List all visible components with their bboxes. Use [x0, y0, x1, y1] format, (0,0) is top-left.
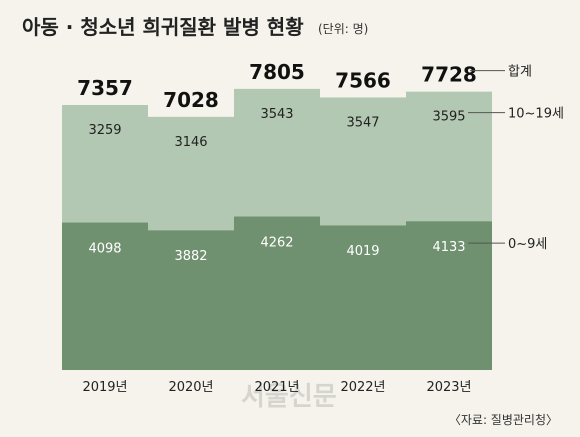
value-label-0-9-2: 4262 [260, 235, 293, 250]
bar-10-19-4 [406, 91, 492, 222]
value-label-10-19-1: 3146 [174, 135, 207, 150]
source-note: 〈자료: 질병관리청〉 [449, 413, 558, 427]
legend-total-label: 합계 [508, 65, 532, 80]
total-label-0: 7357 [77, 76, 133, 100]
legend: 합계 10~19세 0~9세 [468, 65, 564, 252]
value-label-10-19-2: 3543 [260, 107, 293, 122]
x-tick-label-3: 2022년 [340, 380, 385, 395]
value-label-0-9-3: 4019 [346, 244, 379, 259]
label-group: 4098 3259 7357 2019년 3882 3146 7028 2020년 4262 35… [77, 60, 477, 395]
chart-unit: (단위: 명) [318, 22, 368, 36]
total-label-3: 7566 [335, 68, 391, 92]
x-tick-label-4: 2023년 [426, 380, 471, 395]
bar-10-19-3 [320, 97, 406, 226]
chart-title: 아동 · 청소년 희귀질환 발병 현황 [22, 15, 304, 39]
x-tick-label-2: 2021년 [254, 380, 299, 395]
bar-10-19-0 [62, 105, 148, 223]
value-label-10-19-3: 3547 [346, 115, 379, 130]
value-label-10-19-0: 3259 [88, 123, 121, 138]
x-tick-label-1: 2020년 [168, 380, 213, 395]
value-label-0-9-4: 4133 [432, 240, 465, 255]
bar-0-9-4 [406, 221, 492, 370]
value-label-0-9-1: 3882 [174, 249, 207, 264]
total-label-2: 7805 [249, 60, 305, 84]
bar-10-19-2 [234, 88, 320, 217]
value-label-0-9-0: 4098 [88, 241, 121, 256]
value-label-10-19-4: 3595 [432, 110, 465, 125]
bar-0-9-2 [234, 216, 320, 370]
watermark: 서울신문 [241, 382, 337, 412]
bar-10-19-1 [148, 116, 234, 231]
bar-0-9-3 [320, 225, 406, 370]
legend-0-9-label: 0~9세 [508, 237, 547, 252]
bar-group [62, 88, 492, 370]
bar-0-9-1 [148, 230, 234, 370]
bar-0-9-0 [62, 222, 148, 370]
total-label-4: 7728 [421, 63, 477, 87]
total-label-1: 7028 [163, 88, 219, 112]
x-tick-label-0: 2019년 [82, 380, 127, 395]
legend-10-19-label: 10~19세 [508, 107, 564, 122]
